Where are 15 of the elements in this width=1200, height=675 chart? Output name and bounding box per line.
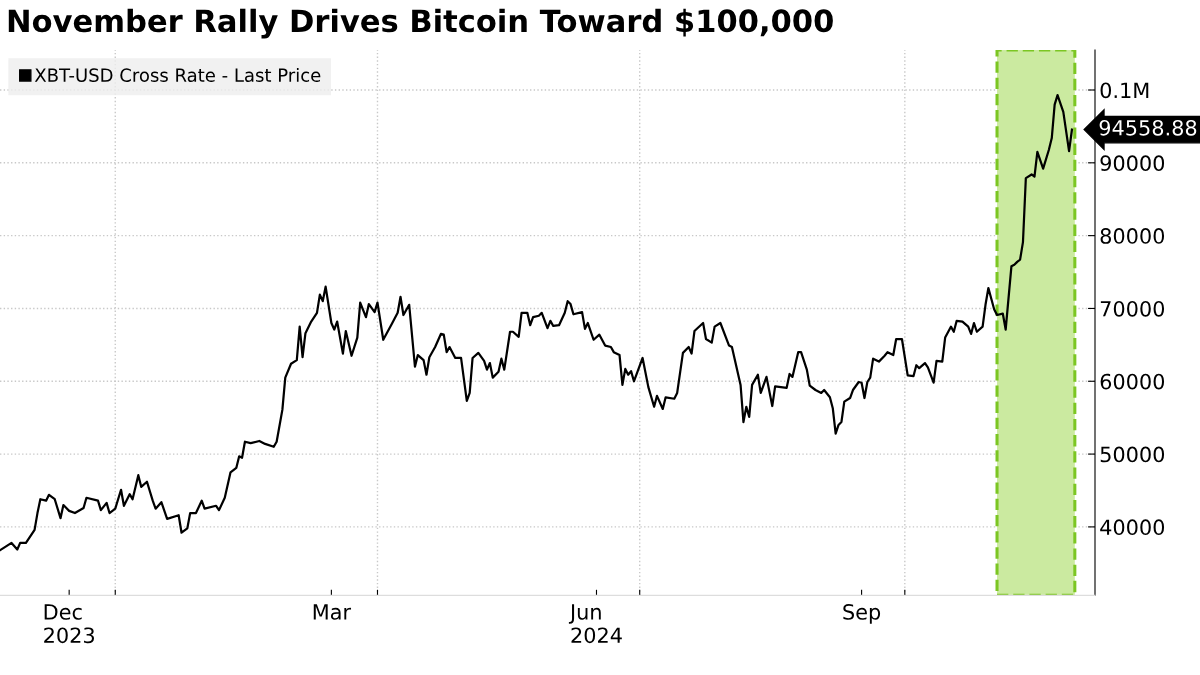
x-tick-label: Sep [843,604,881,624]
y-tick-label: 50000 [1100,446,1165,463]
line-series [0,93,1074,552]
y-tick-label: 60000 [1100,373,1165,390]
x-tick-label: Mar [313,604,352,620]
x-tick-label: Dec 2023 [44,604,94,644]
y-tick-label: 40000 [1100,519,1165,536]
chart-title: November Rally Drives Bitcoin Toward $100,000 [8,8,833,39]
y-tick-label: 0.1M [1100,82,1149,99]
x-tick-label: Jun 2024 [568,604,622,644]
y-tick-label: 70000 [1100,300,1165,317]
y-tick-label: 90000 [1100,155,1165,172]
y-tick-label: 80000 [1100,228,1165,244]
annotation: 94558.88 [1099,119,1197,136]
legend-label: XBT-USD Cross Rate - Last Price [34,68,321,82]
